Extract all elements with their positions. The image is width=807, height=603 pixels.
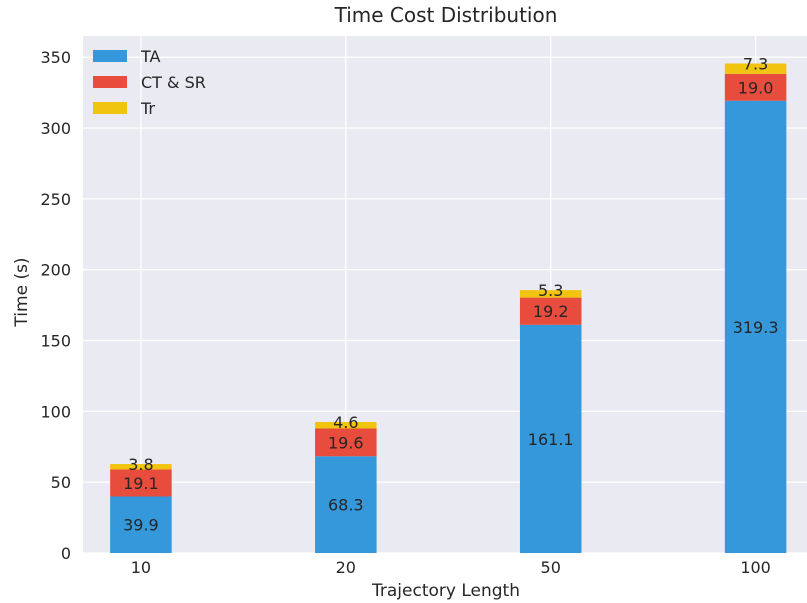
bar-segment [519, 290, 582, 298]
bars-layer [110, 63, 787, 553]
bar-segment [724, 63, 787, 74]
bar-segment [519, 324, 582, 553]
x-tick-label: 10 [131, 558, 151, 577]
bar-segment [110, 469, 172, 497]
x-axis-label: Trajectory Length [371, 581, 520, 601]
bar-value-label: 19.1 [123, 474, 159, 493]
bar-segment [315, 428, 377, 457]
bar-value-label: 319.3 [733, 318, 779, 337]
labels-layer: 39.9 19.13.8 68.3 19.64.6 161.1 19.2 5.3 319.3 1… [123, 54, 778, 534]
y-tick-label: 150 [40, 332, 71, 351]
bar-value-label: 7.3 [743, 54, 768, 73]
y-tick-label: 200 [40, 261, 71, 280]
y-tick-label: 300 [40, 119, 71, 138]
bar-segment [110, 496, 172, 553]
bar-segment [315, 456, 377, 553]
x-tick-label: 20 [336, 558, 356, 577]
y-axis-label: Time (s) [12, 257, 32, 327]
y-tick-label: 0 [61, 544, 71, 563]
legend-entry: TA [140, 47, 161, 66]
bar-value-label: 5.3 [538, 281, 563, 300]
bar-value-label: 68.3 [328, 496, 364, 515]
bar-value-label: 161.1 [528, 430, 574, 449]
bar-value-label: 3.8 [128, 455, 153, 474]
bar-segment [110, 464, 172, 470]
bar-segment [724, 73, 787, 101]
bar-value-label: 39.9 [123, 516, 159, 535]
bar-segment [315, 421, 377, 429]
y-tick-label: 250 [40, 190, 71, 209]
legend-swatch [93, 76, 127, 88]
legend-swatch [93, 50, 127, 62]
y-tick-label: 100 [40, 402, 71, 421]
legend-swatch [93, 102, 127, 114]
ticks-layer: 0 50 100 150 200 250 300 350 10 20 50 100 [40, 48, 770, 577]
x-tick-label: 100 [740, 558, 771, 577]
bar-segment [724, 100, 787, 553]
legend-entry: Tr [140, 99, 155, 118]
bar-value-label: 19.2 [533, 302, 569, 321]
bar-value-label: 19.0 [738, 78, 774, 97]
bar-value-label: 4.6 [333, 413, 358, 432]
legend: TA CT & SR Tr [93, 47, 206, 118]
plot-background [83, 36, 807, 553]
y-tick-label: 350 [40, 48, 71, 67]
y-tick-label: 50 [51, 473, 71, 492]
bar-segment [519, 297, 582, 325]
legend-entry: CT & SR [141, 73, 206, 92]
chart-title: Time Cost Distribution [334, 3, 558, 27]
x-tick-label: 50 [541, 558, 561, 577]
bar-value-label: 19.6 [328, 433, 364, 452]
